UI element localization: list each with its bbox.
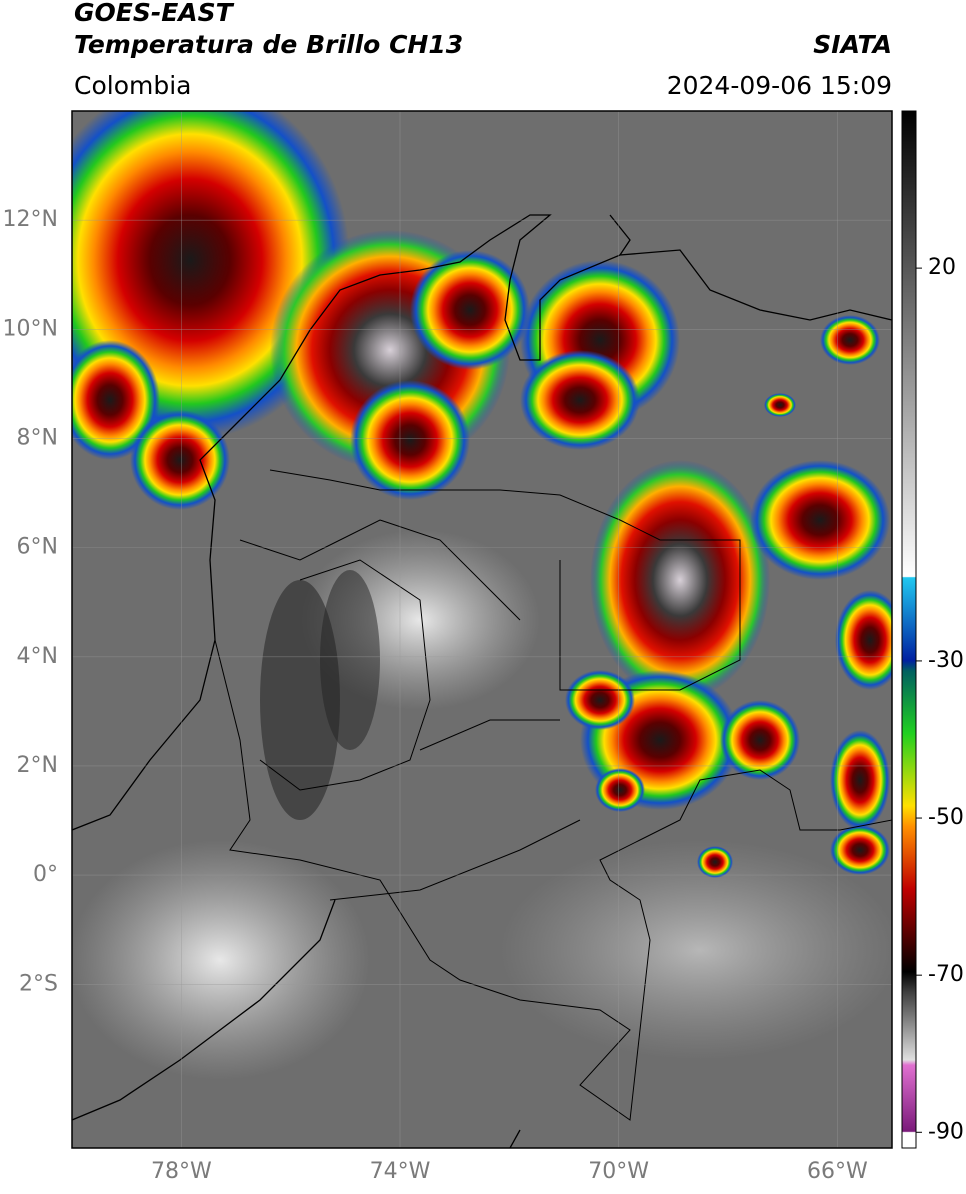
x-tick-label: 70°W [588,1159,649,1184]
region: Colombia [74,71,191,100]
y-tick-label: 12°N [3,207,58,232]
y-tick-label: 10°N [3,316,58,341]
source: SIATA [813,30,892,59]
subtitle: Temperatura de Brillo CH13 [74,30,463,59]
graticule [72,111,892,1148]
x-tick-label: 66°W [807,1159,868,1184]
timestamp: 2024-09-06 15:09 [667,71,892,100]
colorbar-tick-label: 20 [928,255,956,280]
colorbar [901,110,917,1149]
map-frame [71,110,893,1149]
colorbar-tick-label: -30 [928,648,964,673]
satellite-image [72,111,892,1148]
colorbar-tick-label: -70 [928,962,964,987]
y-tick-label: 2°S [19,971,58,996]
y-tick-label: 6°N [17,535,58,560]
colorbar-tick-label: -50 [928,805,964,830]
y-tick-label: 0° [33,862,58,887]
y-tick-label: 2°N [17,753,58,778]
x-tick-label: 78°W [151,1159,212,1184]
title: GOES-EAST [74,0,235,27]
x-tick-label: 74°W [370,1159,431,1184]
ticks: 78°W 74°W 70°W 66°W 12°N 10°N 8°N 6°N 4°N 2°N 0° 2°… [3,207,964,1184]
y-tick-label: 8°N [17,425,58,450]
y-tick-label: 4°N [17,644,58,669]
colorbar-tick-label: -90 [928,1119,964,1144]
